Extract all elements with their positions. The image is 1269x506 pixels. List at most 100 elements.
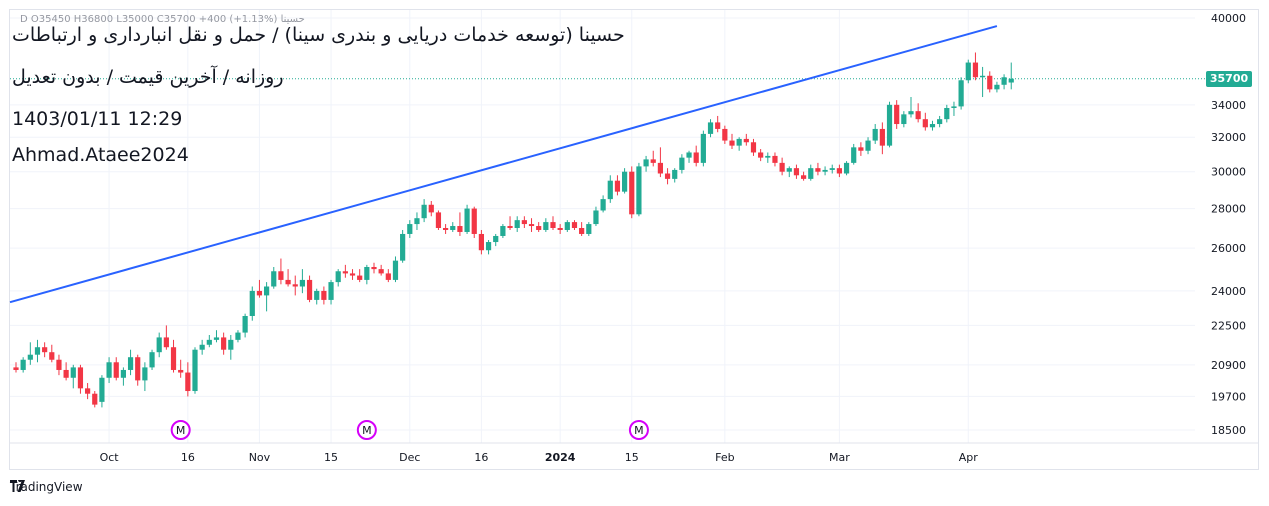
candle	[657, 147, 663, 178]
candle	[56, 354, 62, 376]
candle	[285, 269, 291, 287]
candle-body	[127, 357, 134, 370]
candle	[629, 166, 635, 219]
y-tick-label: 22500	[1211, 319, 1246, 332]
candle	[894, 100, 900, 129]
candle-body	[929, 124, 936, 128]
candle	[185, 362, 191, 397]
candle-body	[299, 279, 305, 287]
candle-body	[357, 275, 363, 280]
candle-body	[715, 122, 721, 129]
candle	[471, 206, 477, 238]
candle	[879, 122, 885, 155]
candle-body	[170, 347, 177, 370]
candle	[528, 218, 535, 232]
candle	[965, 59, 971, 84]
footer[interactable]: TradingView	[10, 480, 83, 494]
candle-body	[965, 62, 971, 81]
candle	[829, 164, 835, 174]
last-price-badge: 35700	[1206, 70, 1252, 87]
dividend-marker-label: M	[176, 424, 186, 437]
trendline-layer	[9, 25, 998, 304]
candle-body	[872, 128, 878, 141]
chart-frame	[9, 9, 1259, 470]
dividend-marker-label: M	[634, 424, 644, 437]
candle	[750, 138, 757, 156]
candle-body	[235, 332, 241, 340]
candle	[672, 168, 678, 183]
x-tick-label: Mar	[829, 451, 850, 464]
candle	[987, 71, 993, 93]
candle-body	[457, 226, 463, 232]
candle	[127, 349, 134, 376]
candle	[772, 152, 778, 167]
candle	[779, 157, 785, 176]
candle-body	[478, 233, 484, 251]
candle	[786, 166, 792, 178]
candle	[793, 164, 800, 179]
candle	[758, 149, 764, 162]
candle	[414, 212, 420, 230]
chart-timestamp: 1403/01/11 12:29	[12, 108, 183, 130]
candle	[514, 216, 520, 232]
candle	[1001, 74, 1007, 90]
candle-body	[593, 210, 599, 225]
candle	[707, 119, 714, 138]
candle	[679, 154, 685, 174]
candle-body	[407, 224, 413, 234]
chart-settings: روزانه / آخرین قیمت / بدون تعدیل	[12, 66, 284, 88]
candle	[314, 288, 320, 305]
candle-body	[951, 106, 957, 108]
candle	[357, 269, 363, 283]
candle	[299, 269, 305, 294]
candle	[736, 137, 742, 151]
candle-body	[972, 62, 979, 78]
candle-body	[779, 162, 785, 172]
candle-body	[507, 226, 513, 229]
y-tick-label: 40000	[1211, 12, 1246, 25]
candle	[564, 220, 570, 232]
candle-body	[364, 266, 370, 280]
candle	[865, 137, 871, 155]
candle	[264, 282, 270, 312]
x-tick-label: 15	[625, 451, 639, 464]
y-tick-label: 18500	[1211, 424, 1246, 437]
candle-body	[586, 224, 592, 234]
candle-body	[178, 369, 184, 373]
candle-body	[464, 208, 470, 232]
candle-body	[829, 168, 835, 170]
candle-body	[306, 279, 313, 300]
candle	[722, 125, 728, 144]
candle-body	[686, 152, 692, 158]
candle-body	[707, 122, 714, 134]
candle-body	[500, 226, 506, 236]
candle-body	[822, 169, 828, 172]
candle	[801, 171, 807, 181]
candle-body	[192, 349, 198, 392]
x-tick-label: 16	[181, 451, 195, 464]
candle	[485, 240, 492, 255]
candle	[994, 81, 1000, 93]
candle	[686, 150, 692, 163]
candle	[400, 229, 406, 263]
x-tick-label: 16	[474, 451, 488, 464]
x-tick-label: 2024	[545, 451, 576, 464]
candle	[650, 150, 656, 167]
candle-body	[600, 199, 606, 211]
candle	[156, 332, 162, 358]
chart-title: حسینا (توسعه خدمات دریایی و بندری سینا) …	[12, 24, 625, 46]
candle	[106, 357, 112, 384]
candle	[493, 233, 499, 247]
tradingview-logo-icon	[10, 480, 25, 492]
candle	[113, 357, 119, 381]
candle-body	[664, 173, 671, 179]
candle-body	[643, 159, 649, 167]
candle-body	[264, 286, 270, 296]
candle	[607, 175, 613, 203]
candle-body	[56, 359, 62, 370]
candle-body	[786, 168, 792, 172]
candle	[1008, 62, 1014, 90]
candle-body	[722, 128, 728, 141]
candle	[700, 130, 706, 167]
